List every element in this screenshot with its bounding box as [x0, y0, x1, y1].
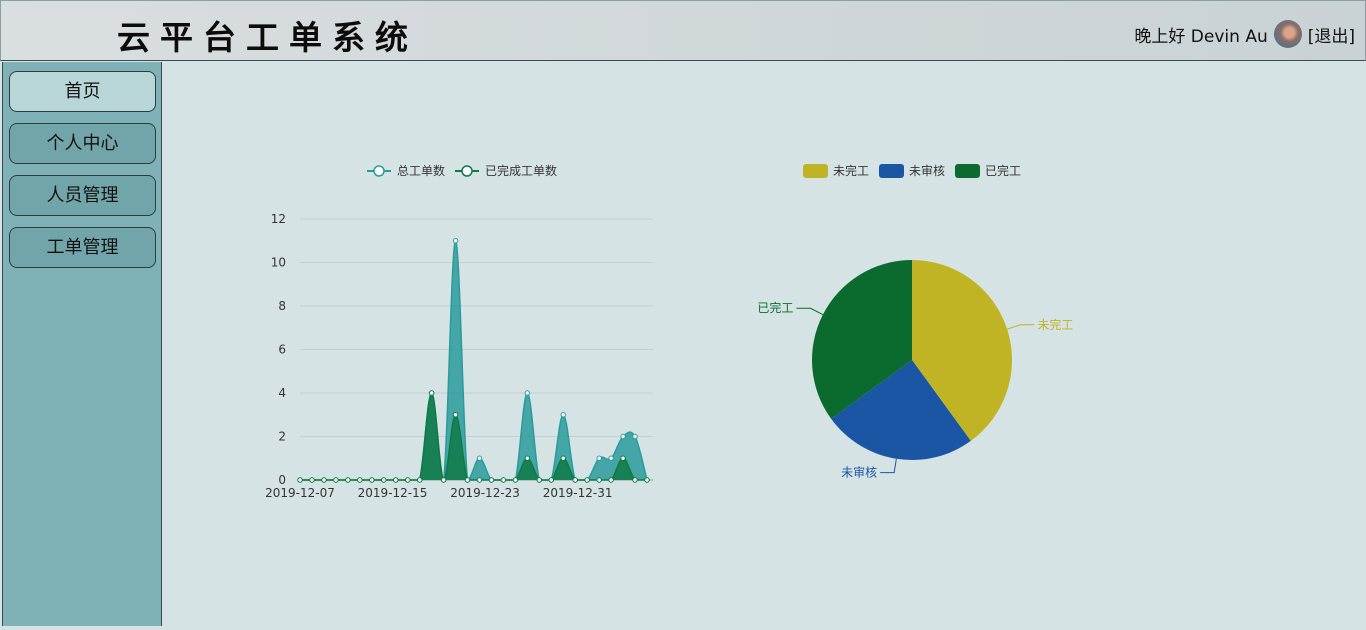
- point-done[interactable]: [345, 477, 351, 483]
- point-done[interactable]: [333, 477, 339, 483]
- user-area: 晚上好 Devin Au [退出]: [1134, 19, 1355, 49]
- pie-chart-legend[interactable]: 未完工 未审核 已完工: [803, 163, 1021, 178]
- point-done[interactable]: [560, 455, 566, 461]
- avatar[interactable]: [1273, 20, 1302, 48]
- point-done[interactable]: [512, 477, 519, 483]
- y-tick-label: 2: [278, 430, 286, 444]
- point-done[interactable]: [309, 477, 315, 483]
- nav-home-button[interactable]: 首页: [9, 71, 156, 112]
- x-tick-label: 2019-12-23: [450, 486, 520, 500]
- point-done[interactable]: [536, 477, 543, 483]
- point-done[interactable]: [572, 477, 578, 483]
- point-done[interactable]: [584, 477, 590, 483]
- point-done[interactable]: [524, 455, 531, 461]
- legend-finished-swatch-icon: [955, 164, 980, 178]
- point-total[interactable]: [560, 412, 566, 418]
- point-total[interactable]: [476, 455, 483, 461]
- line-total-series: [300, 239, 648, 481]
- legend-unreviewed-swatch-icon: [879, 164, 904, 178]
- point-total[interactable]: [452, 238, 459, 244]
- legend-total-label: 总工单数: [397, 163, 445, 178]
- data-points: [297, 238, 650, 483]
- nav-staff-management-button[interactable]: 人员管理: [9, 175, 156, 216]
- legend-finished-label: 已完工: [985, 163, 1021, 178]
- main-content: 总工单数 已完成工单数 0 2 4 6 8 10 12 2019-12-07 2019-12-…: [163, 62, 1366, 626]
- point-done[interactable]: [416, 477, 423, 483]
- pie-leader-unfinished: [1006, 324, 1035, 330]
- point-done[interactable]: [548, 477, 554, 483]
- greeting-text: 晚上好 Devin Au: [1134, 26, 1268, 47]
- point-done[interactable]: [381, 477, 387, 483]
- point-done[interactable]: [428, 390, 435, 396]
- point-total[interactable]: [596, 455, 602, 461]
- point-done[interactable]: [393, 477, 399, 483]
- point-done[interactable]: [452, 412, 459, 418]
- y-tick-label: 6: [278, 343, 286, 357]
- pie-slice-finished[interactable]: [812, 260, 912, 419]
- pie-slice-unreviewed[interactable]: [831, 360, 971, 460]
- y-tick-label: 4: [278, 386, 286, 400]
- y-tick-label: 10: [271, 256, 286, 270]
- point-done[interactable]: [500, 477, 507, 483]
- point-total[interactable]: [524, 390, 531, 396]
- line-chart-legend[interactable]: 总工单数 已完成工单数: [367, 163, 557, 178]
- x-tick-label: 2019-12-15: [358, 486, 428, 500]
- x-tick-label: 2019-12-07: [265, 486, 335, 500]
- point-done[interactable]: [488, 477, 495, 483]
- x-tick-label: 2019-12-31: [543, 486, 613, 500]
- point-done[interactable]: [297, 477, 303, 483]
- pie-slice-unfinished[interactable]: [912, 260, 1012, 441]
- point-done[interactable]: [596, 477, 602, 483]
- y-tick-label: 12: [271, 212, 286, 226]
- point-done[interactable]: [476, 477, 483, 483]
- header-bar: 云平台工单系统 晚上好 Devin Au [退出]: [0, 0, 1366, 61]
- point-done[interactable]: [357, 477, 363, 483]
- point-done[interactable]: [608, 477, 614, 483]
- pie-label-unfinished: 未完工: [1037, 317, 1073, 332]
- pie-leader-unreviewed: [880, 458, 897, 474]
- area-total-series: [300, 240, 647, 480]
- area-series: [300, 239, 648, 481]
- point-done[interactable]: [620, 455, 626, 461]
- point-total[interactable]: [620, 433, 626, 440]
- point-done[interactable]: [404, 477, 411, 483]
- point-total[interactable]: [632, 433, 638, 440]
- point-done[interactable]: [321, 477, 327, 483]
- point-done[interactable]: [369, 477, 375, 483]
- legend-unfinished-swatch-icon: [803, 164, 828, 178]
- logout-link[interactable]: [退出]: [1307, 26, 1355, 47]
- legend-done-label: 已完成工单数: [485, 163, 557, 178]
- point-total[interactable]: [608, 455, 614, 461]
- pie-label-unreviewed: 未审核: [841, 465, 877, 480]
- legend-total-marker-icon: [373, 165, 385, 177]
- sidebar: 首页 个人中心 人员管理 工单管理: [2, 62, 162, 626]
- legend-unfinished-label: 未完工: [833, 163, 869, 178]
- point-done[interactable]: [464, 477, 471, 483]
- y-tick-label: 8: [278, 299, 286, 313]
- x-axis: 2019-12-07 2019-12-15 2019-12-23 2019-12-31: [265, 486, 612, 500]
- nav-workorder-management-button[interactable]: 工单管理: [9, 227, 156, 268]
- app-title: 云平台工单系统: [117, 18, 418, 57]
- legend-done-marker-icon: [461, 165, 473, 177]
- legend-unreviewed-label: 未审核: [909, 163, 945, 178]
- point-done[interactable]: [632, 477, 638, 483]
- y-tick-label: 0: [278, 473, 286, 487]
- pie-leader-finished: [796, 307, 824, 316]
- point-done[interactable]: [644, 477, 650, 483]
- point-done[interactable]: [440, 477, 447, 483]
- nav-profile-button[interactable]: 个人中心: [9, 123, 156, 164]
- pie-label-finished: 已完工: [757, 300, 793, 315]
